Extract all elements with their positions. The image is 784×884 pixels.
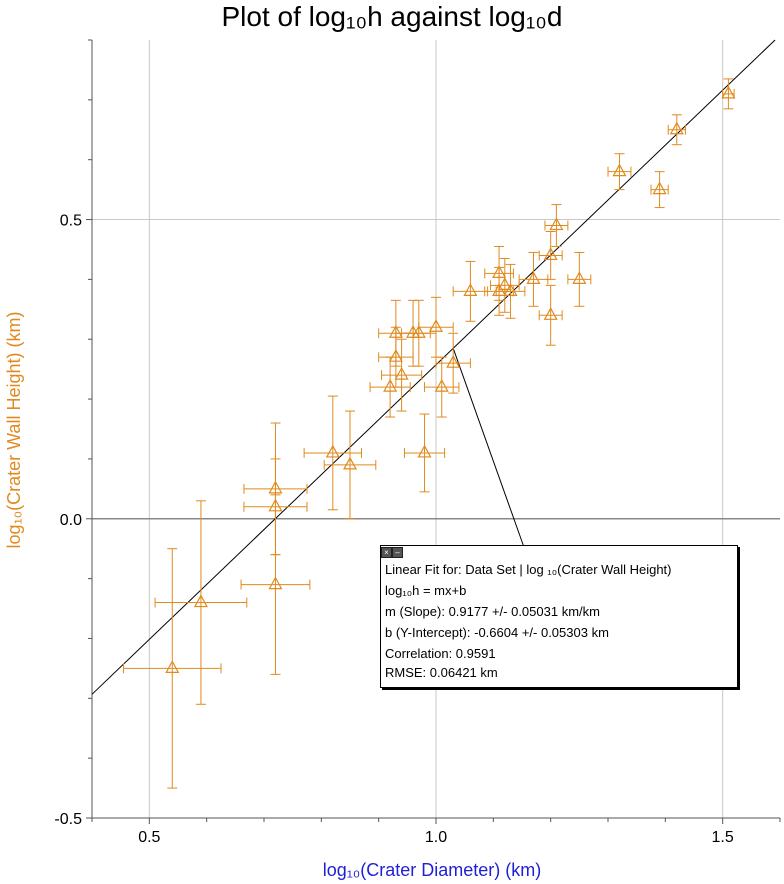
triangle-marker <box>434 378 449 392</box>
data-point <box>607 153 632 191</box>
grid-lines <box>92 40 780 818</box>
triangle-marker <box>572 271 587 284</box>
fit-box-equation: log₁₀h = mx+b <box>385 583 467 598</box>
data-point <box>721 78 736 110</box>
fit-box-intercept: b (Y-Intercept): -0.6604 +/- 0.05303 km <box>385 625 609 640</box>
data-point <box>418 296 454 358</box>
y-tick-label: 0.5 <box>60 213 82 230</box>
plot-frame <box>86 39 781 824</box>
data-point <box>567 251 592 307</box>
triangle-marker <box>721 85 736 99</box>
data-point <box>303 395 362 511</box>
data-point <box>544 204 569 247</box>
data-point <box>403 413 446 493</box>
fit-box-titlebar[interactable]: × – <box>381 546 737 559</box>
data-point <box>518 251 549 307</box>
linear-fit-box[interactable]: × – Linear Fit for: Data Set | log ₁₀(Cr… <box>380 545 738 688</box>
triangle-marker <box>193 594 208 608</box>
data-point <box>381 338 423 412</box>
fit-line <box>91 39 776 695</box>
y-tick-label: 0.0 <box>60 512 82 529</box>
x-tick-label: 1.5 <box>712 829 734 846</box>
triangle-marker <box>549 217 564 231</box>
triangle-marker <box>394 366 409 380</box>
data-point <box>650 171 669 209</box>
minimize-icon[interactable]: – <box>392 547 403 558</box>
chart-title: Plot of log₁₀h against log₁₀d <box>221 1 562 32</box>
data-point <box>154 500 248 705</box>
triangle-marker <box>463 283 478 296</box>
triangle-marker <box>543 247 558 261</box>
data-point <box>435 332 471 394</box>
tick-labels: 0.5 1.0 1.5 0.5 0.0 -0.5 <box>54 213 733 846</box>
triangle-marker <box>342 456 358 470</box>
annotation-leader <box>452 348 524 546</box>
triangle-marker <box>497 277 512 290</box>
triangle-marker <box>411 324 426 338</box>
x-axis-label: log₁₀(Crater Diameter) (km) <box>323 860 542 880</box>
triangle-marker <box>446 354 461 368</box>
data-point <box>667 114 686 146</box>
data-point <box>123 548 222 789</box>
fit-box-correlation: Correlation: 0.9591 <box>385 646 496 661</box>
triangle-marker <box>383 378 398 392</box>
data-point <box>452 260 489 322</box>
x-tick-label: 1.0 <box>425 829 447 846</box>
data-point <box>489 257 520 313</box>
fit-box-header: Linear Fit for: Data Set | log ₁₀(Crater… <box>385 562 672 577</box>
triangle-marker <box>492 265 507 278</box>
triangle-marker <box>612 163 627 177</box>
triangle-marker <box>268 576 283 590</box>
close-icon[interactable]: × <box>381 547 392 558</box>
data-point <box>538 284 563 346</box>
data-points <box>123 78 736 789</box>
fit-line-group <box>91 39 776 695</box>
triangle-marker <box>165 660 180 673</box>
triangle-marker <box>503 283 518 296</box>
x-tick-label: 0.5 <box>138 829 160 846</box>
triangle-marker <box>669 121 684 135</box>
data-point <box>538 231 563 280</box>
fit-box-slope: m (Slope): 0.9177 +/- 0.05031 km/km <box>385 604 600 619</box>
y-tick-label: -0.5 <box>54 811 82 828</box>
triangle-marker <box>417 444 432 458</box>
data-point <box>369 356 411 418</box>
data-point <box>240 494 311 675</box>
triangle-marker <box>543 307 558 320</box>
data-point <box>401 299 437 367</box>
data-point <box>424 356 460 418</box>
y-axis-label: log₁₀(Crater Wall Height) (km) <box>4 312 24 549</box>
triangle-marker <box>428 319 444 332</box>
triangle-marker <box>526 271 541 284</box>
data-point <box>323 410 377 520</box>
data-point <box>484 245 514 301</box>
triangle-marker <box>652 181 667 195</box>
data-point <box>495 263 526 319</box>
fit-box-rmse: RMSE: 0.06421 km <box>385 665 498 680</box>
triangle-marker <box>325 444 340 458</box>
